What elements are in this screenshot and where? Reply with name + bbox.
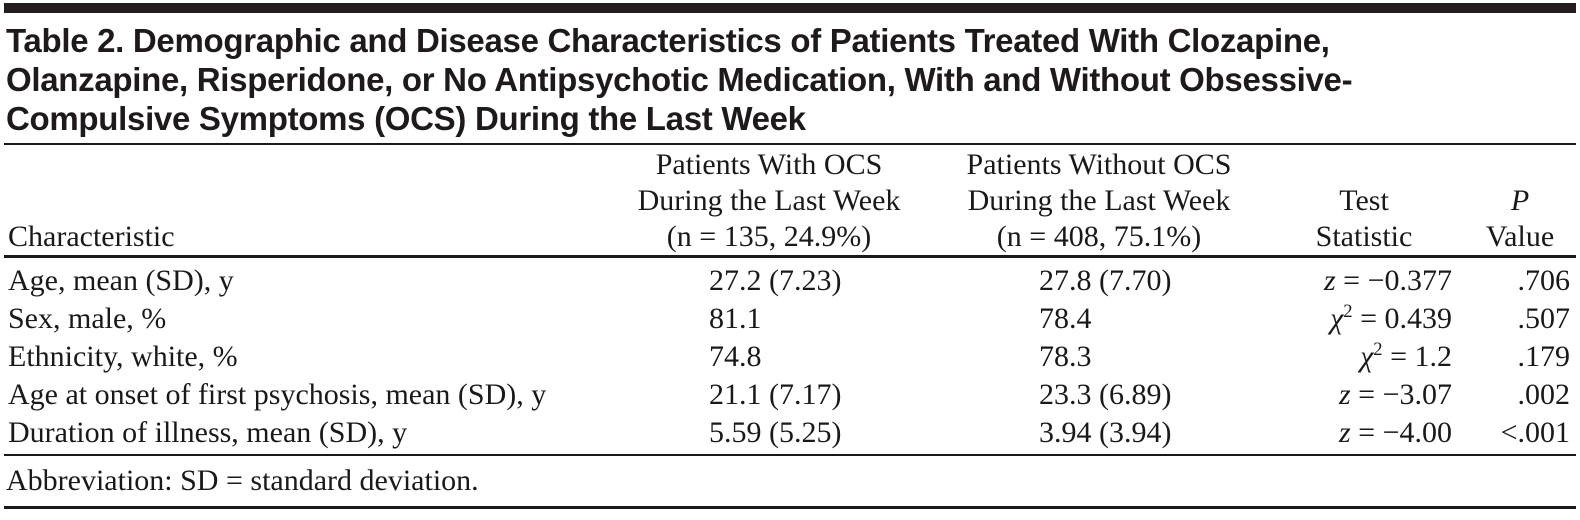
header-row: Characteristic Patients With OCS During … xyxy=(4,145,1576,258)
without-ocs-value: 27.8 (7.70) xyxy=(1039,264,1172,297)
stat-symbol: χ xyxy=(1330,302,1344,335)
stat-value: = 0.439 xyxy=(1352,302,1452,335)
header-with-ocs-line3: (n = 135, 24.9%) xyxy=(666,220,872,253)
header-without-ocs-line1: Patients Without OCS xyxy=(966,148,1232,181)
header-characteristic-label: Characteristic xyxy=(8,220,175,253)
with-ocs-value: 21.1 (7.17) xyxy=(709,378,842,411)
with-ocs-value: 27.2 (7.23) xyxy=(709,264,842,297)
table-row: Ethnicity, white, % 74.8 78.3 χ2 = 1.2 .… xyxy=(4,338,1576,376)
stat-value: = −3.07 xyxy=(1350,378,1452,411)
stat-superscript: 2 xyxy=(1373,339,1383,360)
table-footnote: Abbreviation: SD = standard deviation. xyxy=(6,464,479,497)
col-header-without-ocs: Patients Without OCS During the Last Wee… xyxy=(934,145,1264,258)
title-divider-rule xyxy=(4,143,1576,145)
with-ocs-value: 81.1 xyxy=(709,302,762,335)
with-ocs-value: 74.8 xyxy=(709,340,762,373)
cell-with-ocs-value: 5.59 (5.25) xyxy=(604,414,934,456)
col-header-with-ocs: Patients With OCS During the Last Week (… xyxy=(604,145,934,258)
cell-p-value: <.001 xyxy=(1464,414,1576,456)
with-ocs-value: 5.59 (5.25) xyxy=(709,416,842,449)
cell-p-value: .002 xyxy=(1517,378,1571,411)
cell-test-statistic: χ2 = 0.439 xyxy=(1264,300,1464,338)
table-row: Duration of illness, mean (SD), y 5.59 (… xyxy=(4,414,1576,456)
cell-with-ocs-value: 81.1 xyxy=(604,300,934,338)
stat-symbol: z xyxy=(1323,264,1336,297)
cell-test-statistic: z = −4.00 xyxy=(1264,414,1464,456)
cell-with-ocs-value: 74.8 xyxy=(604,338,934,376)
cell-test-statistic: χ2 = 1.2 xyxy=(1264,338,1464,376)
without-ocs-value: 3.94 (3.94) xyxy=(1039,416,1172,449)
cell-without-ocs-value: 78.3 xyxy=(934,338,1264,376)
cell-characteristic: Age, mean (SD), y xyxy=(8,264,234,297)
stat-value: = −4.00 xyxy=(1350,416,1452,449)
stat-symbol: z xyxy=(1338,378,1351,411)
cell-p-value: .706 xyxy=(1517,264,1571,297)
cell-without-ocs-value: 23.3 (6.89) xyxy=(934,376,1264,414)
cell-with-ocs-value: 27.2 (7.23) xyxy=(604,257,934,301)
header-test-line2: Statistic xyxy=(1315,220,1413,253)
header-p-line1: P xyxy=(1510,184,1530,217)
table-row: Sex, male, % 81.1 78.4 χ2 = 0.439 .507 xyxy=(4,300,1576,338)
col-header-characteristic: Characteristic xyxy=(4,145,604,258)
stat-symbol: χ xyxy=(1360,340,1374,373)
cell-without-ocs-value: 27.8 (7.70) xyxy=(934,257,1264,301)
cell-characteristic: Age at onset of first psychosis, mean (S… xyxy=(8,378,547,411)
table-row: Age at onset of first psychosis, mean (S… xyxy=(4,376,1576,414)
cell-test-statistic: z = −3.07 xyxy=(1264,376,1464,414)
col-header-test-statistic: Test Statistic xyxy=(1264,145,1464,258)
cell-without-ocs-value: 3.94 (3.94) xyxy=(934,414,1264,456)
col-header-p-value: P Value xyxy=(1464,145,1576,258)
table-top-rule xyxy=(4,3,1576,13)
cell-characteristic: Ethnicity, white, % xyxy=(8,340,238,373)
stat-value: = 1.2 xyxy=(1382,340,1452,373)
stat-symbol: z xyxy=(1338,416,1351,449)
without-ocs-value: 78.3 xyxy=(1039,340,1092,373)
header-with-ocs-line2: During the Last Week xyxy=(637,184,901,217)
characteristics-table: Characteristic Patients With OCS During … xyxy=(4,145,1576,456)
table-body: Age, mean (SD), y 27.2 (7.23) 27.8 (7.70… xyxy=(4,257,1576,456)
without-ocs-value: 23.3 (6.89) xyxy=(1039,378,1172,411)
paper-table-figure: Table 2. Demographic and Disease Charact… xyxy=(0,3,1580,520)
header-test-line1: Test xyxy=(1339,184,1389,217)
without-ocs-value: 78.4 xyxy=(1039,302,1092,335)
cell-characteristic: Sex, male, % xyxy=(8,302,167,335)
cell-test-statistic: z = −0.377 xyxy=(1264,257,1464,301)
header-p-line2: Value xyxy=(1485,220,1555,253)
table-row: Age, mean (SD), y 27.2 (7.23) 27.8 (7.70… xyxy=(4,257,1576,301)
header-with-ocs-line1: Patients With OCS xyxy=(655,148,883,181)
cell-characteristic: Duration of illness, mean (SD), y xyxy=(4,414,604,456)
header-without-ocs-line2: During the Last Week xyxy=(967,184,1231,217)
stat-value: = −0.377 xyxy=(1335,264,1452,297)
table-bottom-rule xyxy=(4,506,1576,509)
cell-without-ocs-value: 78.4 xyxy=(934,300,1264,338)
cell-p-value: .179 xyxy=(1517,340,1571,373)
table-header: Characteristic Patients With OCS During … xyxy=(4,145,1576,258)
cell-with-ocs-value: 21.1 (7.17) xyxy=(604,376,934,414)
cell-p-value: .507 xyxy=(1517,302,1571,335)
stat-superscript: 2 xyxy=(1343,301,1353,322)
header-without-ocs-line3: (n = 408, 75.1%) xyxy=(996,220,1202,253)
table-title: Table 2. Demographic and Disease Charact… xyxy=(6,22,1353,137)
